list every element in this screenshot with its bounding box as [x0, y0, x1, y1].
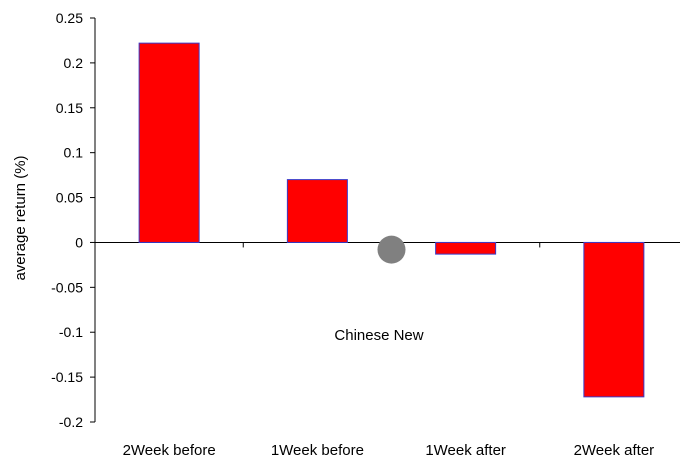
- x-tick-label: 2Week before: [123, 442, 216, 459]
- y-tick-label: 0.15: [56, 100, 83, 116]
- bar: [286, 179, 348, 243]
- y-axis: 0.25 0.2 0.15 0.1 0.05 0 -0.05 -0.1 -0.15 -0.2: [51, 10, 96, 430]
- x-tick-label: 2Week after: [574, 442, 655, 459]
- bar: [583, 241, 645, 398]
- bars: [138, 42, 645, 398]
- annotation-label: Chinese New: [334, 327, 423, 344]
- y-tick-label: 0.25: [56, 10, 83, 26]
- y-axis-label: average return (%): [12, 155, 29, 280]
- x-tick-label: 1Week after: [425, 442, 506, 459]
- y-tick-label: 0: [75, 234, 83, 250]
- y-tick-label: -0.2: [59, 414, 83, 430]
- y-tick-label: -0.05: [51, 279, 83, 295]
- y-tick-label: 0.05: [56, 190, 83, 206]
- y-tick-label: 0.1: [64, 145, 84, 161]
- y-tick-label: 0.2: [64, 55, 84, 71]
- x-tick-label: 1Week before: [271, 442, 364, 459]
- y-tick-label: -0.15: [51, 369, 83, 385]
- category-labels: 2Week before 1Week before 1Week after 2Week…: [123, 442, 655, 459]
- y-tick-label: -0.1: [59, 324, 83, 340]
- event-marker: [377, 235, 406, 264]
- bar: [435, 241, 497, 255]
- bar: [138, 42, 200, 243]
